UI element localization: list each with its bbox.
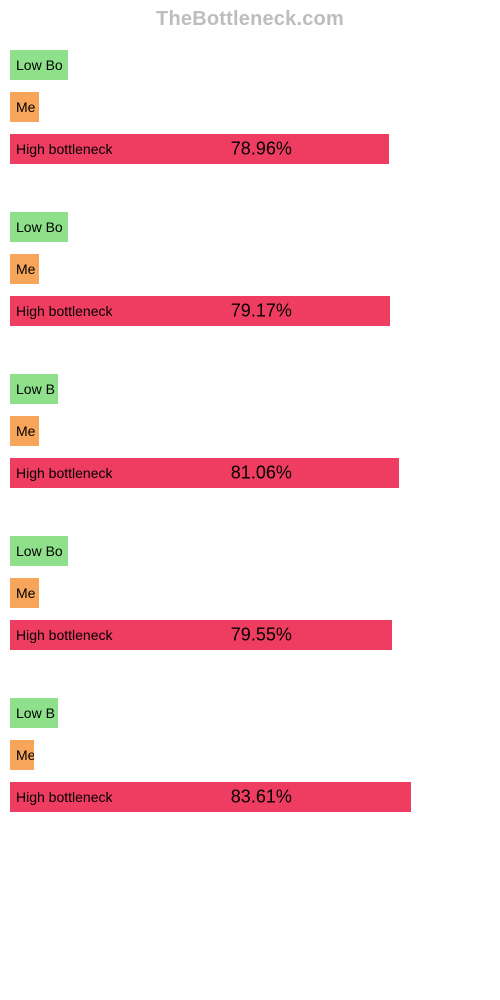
bar-row: High bottleneck 79.17% <box>10 296 490 326</box>
bar-value-label: 79.17% <box>231 301 292 322</box>
watermark-text: TheBottleneck.com <box>0 8 500 31</box>
chart-group: Low B Me High bottleneck 81.06% <box>10 374 490 488</box>
bar-row: Me <box>10 254 490 284</box>
bar-label: Low Bo <box>16 543 63 559</box>
bar-value-label: 78.96% <box>231 139 292 160</box>
low-bottleneck-bar: Low B <box>10 698 58 728</box>
chart-group: Low Bo Me High bottleneck 79.17% <box>10 212 490 326</box>
bar-label: High bottleneck <box>16 303 113 319</box>
bar-row: Me <box>10 740 490 770</box>
medium-bottleneck-bar: Me <box>10 416 39 446</box>
bar-value-label: 83.61% <box>231 787 292 808</box>
bar-row: Low B <box>10 374 490 404</box>
bar-value-label: 81.06% <box>231 463 292 484</box>
bar-row: High bottleneck 78.96% <box>10 134 490 164</box>
bar-label: Me <box>16 261 35 277</box>
medium-bottleneck-bar: Me <box>10 92 39 122</box>
bar-row: High bottleneck 81.06% <box>10 458 490 488</box>
bar-label: Low Bo <box>16 219 63 235</box>
high-bottleneck-bar: High bottleneck <box>10 782 411 812</box>
bar-row: Me <box>10 416 490 446</box>
bar-label: Low B <box>16 381 55 397</box>
bar-row: High bottleneck 83.61% <box>10 782 490 812</box>
high-bottleneck-bar: High bottleneck <box>10 458 399 488</box>
bar-row: Me <box>10 578 490 608</box>
high-bottleneck-bar: High bottleneck <box>10 296 390 326</box>
chart-group: Low B Me High bottleneck 83.61% <box>10 698 490 812</box>
bar-row: Low Bo <box>10 536 490 566</box>
medium-bottleneck-bar: Me <box>10 740 34 770</box>
bar-label: Low B <box>16 705 55 721</box>
low-bottleneck-bar: Low Bo <box>10 50 68 80</box>
bar-row: Low B <box>10 698 490 728</box>
bar-label: High bottleneck <box>16 627 113 643</box>
bar-label: Low Bo <box>16 57 63 73</box>
bar-value-label: 79.55% <box>231 625 292 646</box>
chart-group: Low Bo Me High bottleneck 78.96% <box>10 50 490 164</box>
bar-row: Me <box>10 92 490 122</box>
bar-label: Me <box>16 585 35 601</box>
low-bottleneck-bar: Low Bo <box>10 212 68 242</box>
bar-label: High bottleneck <box>16 141 113 157</box>
chart-area: Low Bo Me High bottleneck 78.96% Low Bo Me Hig… <box>0 0 500 812</box>
low-bottleneck-bar: Low Bo <box>10 536 68 566</box>
medium-bottleneck-bar: Me <box>10 578 39 608</box>
bar-label: High bottleneck <box>16 789 113 805</box>
bar-label: Me <box>16 423 35 439</box>
high-bottleneck-bar: High bottleneck <box>10 134 389 164</box>
bar-row: Low Bo <box>10 50 490 80</box>
bar-row: Low Bo <box>10 212 490 242</box>
bar-row: High bottleneck 79.55% <box>10 620 490 650</box>
low-bottleneck-bar: Low B <box>10 374 58 404</box>
bar-label: Me <box>16 747 34 763</box>
high-bottleneck-bar: High bottleneck <box>10 620 392 650</box>
chart-group: Low Bo Me High bottleneck 79.55% <box>10 536 490 650</box>
bar-label: High bottleneck <box>16 465 113 481</box>
medium-bottleneck-bar: Me <box>10 254 39 284</box>
bar-label: Me <box>16 99 35 115</box>
